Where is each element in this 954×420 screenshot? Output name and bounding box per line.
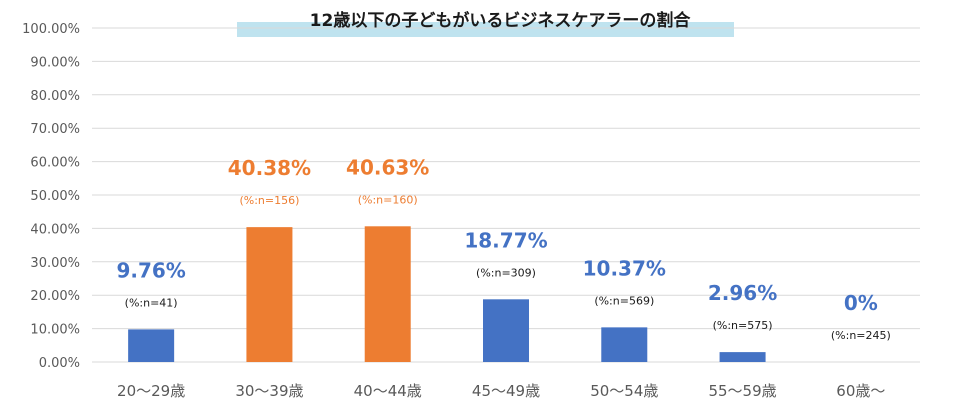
sample-size-label: (%:n=569) — [594, 294, 654, 307]
y-tick-label: 70.00% — [30, 122, 80, 137]
sample-size-label: (%:n=41) — [125, 296, 178, 309]
value-label: 18.77% — [464, 228, 547, 252]
bars — [128, 226, 766, 362]
y-tick-label: 20.00% — [30, 289, 80, 304]
y-tick-label: 100.00% — [22, 22, 80, 37]
y-tick-label: 40.00% — [30, 222, 80, 237]
title-highlight-band — [237, 22, 734, 37]
data-labels: 9.76% (%:n=41) 40.38% (%:n=156) 40.63% (%:n=1… — [116, 155, 890, 342]
bar — [246, 227, 293, 362]
value-label: 9.76% — [116, 258, 185, 282]
y-axis-ticks: 0.00% 10.00% 20.00% 30.00% 40.00% 50.00% 60.00… — [22, 22, 80, 371]
grid-layer — [92, 27, 920, 363]
y-tick-label: 90.00% — [30, 55, 80, 70]
x-tick-label: 30～39歳 — [235, 382, 303, 400]
x-tick-label: 40～44歳 — [354, 382, 422, 400]
sample-size-label: (%:n=309) — [476, 266, 536, 279]
x-tick-label: 55～59歳 — [708, 382, 776, 400]
value-label: 0% — [844, 291, 878, 315]
sample-size-label: (%:n=245) — [831, 329, 891, 342]
bar — [364, 226, 411, 362]
sample-size-label: (%:n=575) — [713, 319, 773, 332]
x-tick-label: 45～49歳 — [472, 382, 540, 400]
value-label: 40.38% — [228, 156, 311, 180]
bar — [483, 299, 529, 362]
chart-title: 12歳以下の子どもがいるビジネスケアラーの割合 — [310, 10, 692, 31]
x-tick-label: 20～29歳 — [117, 382, 185, 400]
y-tick-label: 60.00% — [30, 156, 80, 171]
value-label: 2.96% — [708, 281, 777, 305]
x-axis-ticks: 20～29歳 30～39歳 40～44歳 45～49歳 50～54歳 55～59歳 60歳～ — [117, 382, 885, 400]
bar — [128, 329, 175, 362]
y-tick-label: 80.00% — [30, 89, 80, 104]
sample-size-label: (%:n=156) — [239, 194, 299, 207]
x-tick-label: 50～54歳 — [590, 382, 658, 400]
y-tick-label: 50.00% — [30, 189, 80, 204]
y-tick-label: 30.00% — [30, 256, 80, 271]
bar — [719, 352, 766, 362]
y-tick-label: 0.00% — [39, 356, 80, 371]
sample-size-label: (%:n=160) — [358, 193, 418, 206]
y-tick-label: 10.00% — [30, 323, 80, 338]
x-tick-label: 60歳～ — [836, 382, 885, 400]
value-label: 40.63% — [346, 155, 429, 179]
value-label: 10.37% — [583, 256, 666, 280]
bar — [601, 327, 648, 362]
